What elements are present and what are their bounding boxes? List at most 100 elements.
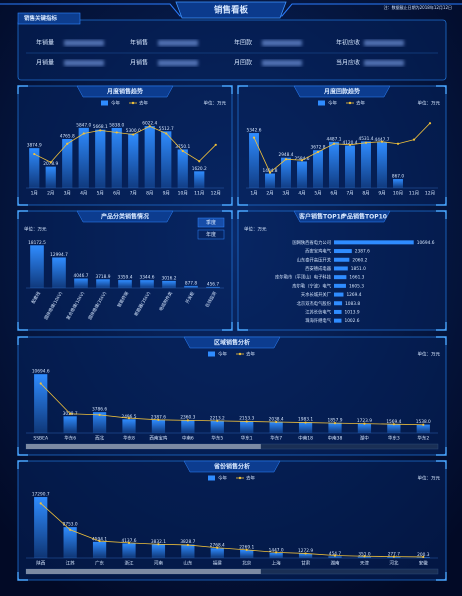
unit-label: 单位：万元 [204,100,227,107]
value-label: 4487.1 [326,136,341,142]
panel [237,210,447,331]
line-point [181,149,184,153]
line-point [186,543,189,547]
panel [17,336,447,456]
bar [30,245,44,288]
tab[interactable] [197,229,225,240]
line-point [348,143,352,146]
x-tick-label: 8月 [146,191,153,197]
line-point [132,133,135,136]
x-tick-label: 河北 [389,560,398,567]
x-tick-label: 河南 [154,560,163,567]
bar [181,544,195,558]
bar [334,275,347,280]
kpi-value-blur [364,60,404,66]
line-point [380,140,384,143]
legend-swatch [208,475,215,481]
bar [269,421,283,433]
x-tick-label: 6月 [330,191,337,197]
value-label: 18172.5 [28,240,46,246]
x-tick-label: 上海 [272,560,281,567]
line-point [245,420,248,423]
value-label: 1851.0 [351,266,366,272]
value-label: 17290.7 [32,492,50,498]
bar [34,497,48,558]
tab-label[interactable]: 年度 [206,231,216,238]
value-label: 2948.4 [278,152,293,158]
unit-label: 单位：万元 [418,351,441,358]
kpi-value-blur [64,40,104,46]
line-point [216,419,219,422]
bar [334,240,414,245]
bar [128,133,139,188]
legend-swatch [318,100,325,106]
x-tick-label: 1月 [250,191,257,197]
x-tick-label: 安徽 [419,560,428,567]
kpi-value-blur [364,40,404,46]
x-tick-label: 5月 [314,191,321,197]
value-label: 5668.1 [93,124,108,130]
bar [298,422,313,433]
x-tick-label: 4月 [80,191,87,197]
bar [63,527,77,558]
value-label: 3016.2 [161,275,176,281]
tab-label[interactable]: 季度 [206,219,216,226]
x-tick-label: 7月 [130,191,137,197]
panel-corner [17,336,447,456]
line-series [253,122,431,174]
line-point [82,132,85,135]
value-label: 1269.4 [346,292,361,298]
bar [240,421,254,433]
bar [92,412,107,433]
x-tick-label: 江苏 [66,560,75,567]
y-category-label: 西安宝鸡电气 [305,248,331,255]
x-tick-label: 3月 [282,191,289,197]
x-tick-label: 华东1 [241,435,253,442]
y-category-label: 西安德成电器 [305,265,331,272]
x-tick-label: 西南宝鸡 [149,435,167,442]
x-tick-label: 华东6 [64,435,76,442]
line-point [69,528,72,531]
line-point [49,161,52,164]
bar [194,171,205,188]
unit-label: 单位：万元 [418,475,441,482]
line-point [127,541,131,544]
line-point [316,150,320,154]
line-point [284,158,288,161]
line-point [39,382,42,385]
line-point [214,143,217,146]
panel-corner [17,85,233,206]
line-point [186,419,189,422]
line-point [363,422,366,425]
x-tick-label: 11月 [194,191,204,197]
line-point [245,548,248,551]
legend-label: 今年 [218,475,227,482]
kpi-label: 月销量 [36,59,54,67]
bar [63,416,77,433]
bar [140,280,154,288]
panel-alt-title[interactable]: 产品销售TOP10 [341,213,387,221]
line-point [98,413,101,416]
scrollbar-thumb[interactable] [26,444,261,449]
x-tick-label: 1月 [31,191,38,197]
value-label: 3344.6 [139,275,154,281]
bar [249,133,259,188]
x-tick-label: 8月 [362,191,369,197]
line-point [268,171,272,174]
x-tick-label: 华东8 [123,435,135,442]
x-tick-label: 12月 [425,191,435,197]
tab[interactable] [197,217,225,228]
legend-swatch [101,100,108,106]
scrollbar-thumb[interactable] [26,569,261,574]
x-tick-label: 4月 [298,191,305,197]
line-series [40,383,424,426]
x-tick-label: 9月 [163,191,170,197]
x-tick-label: 天津 [360,560,369,567]
panel-title: 月度回款趋势 [323,88,360,96]
bar [240,549,254,558]
legend-label: 今年 [218,351,227,358]
line-point [148,125,151,128]
bar [122,543,136,558]
bar [334,301,343,306]
